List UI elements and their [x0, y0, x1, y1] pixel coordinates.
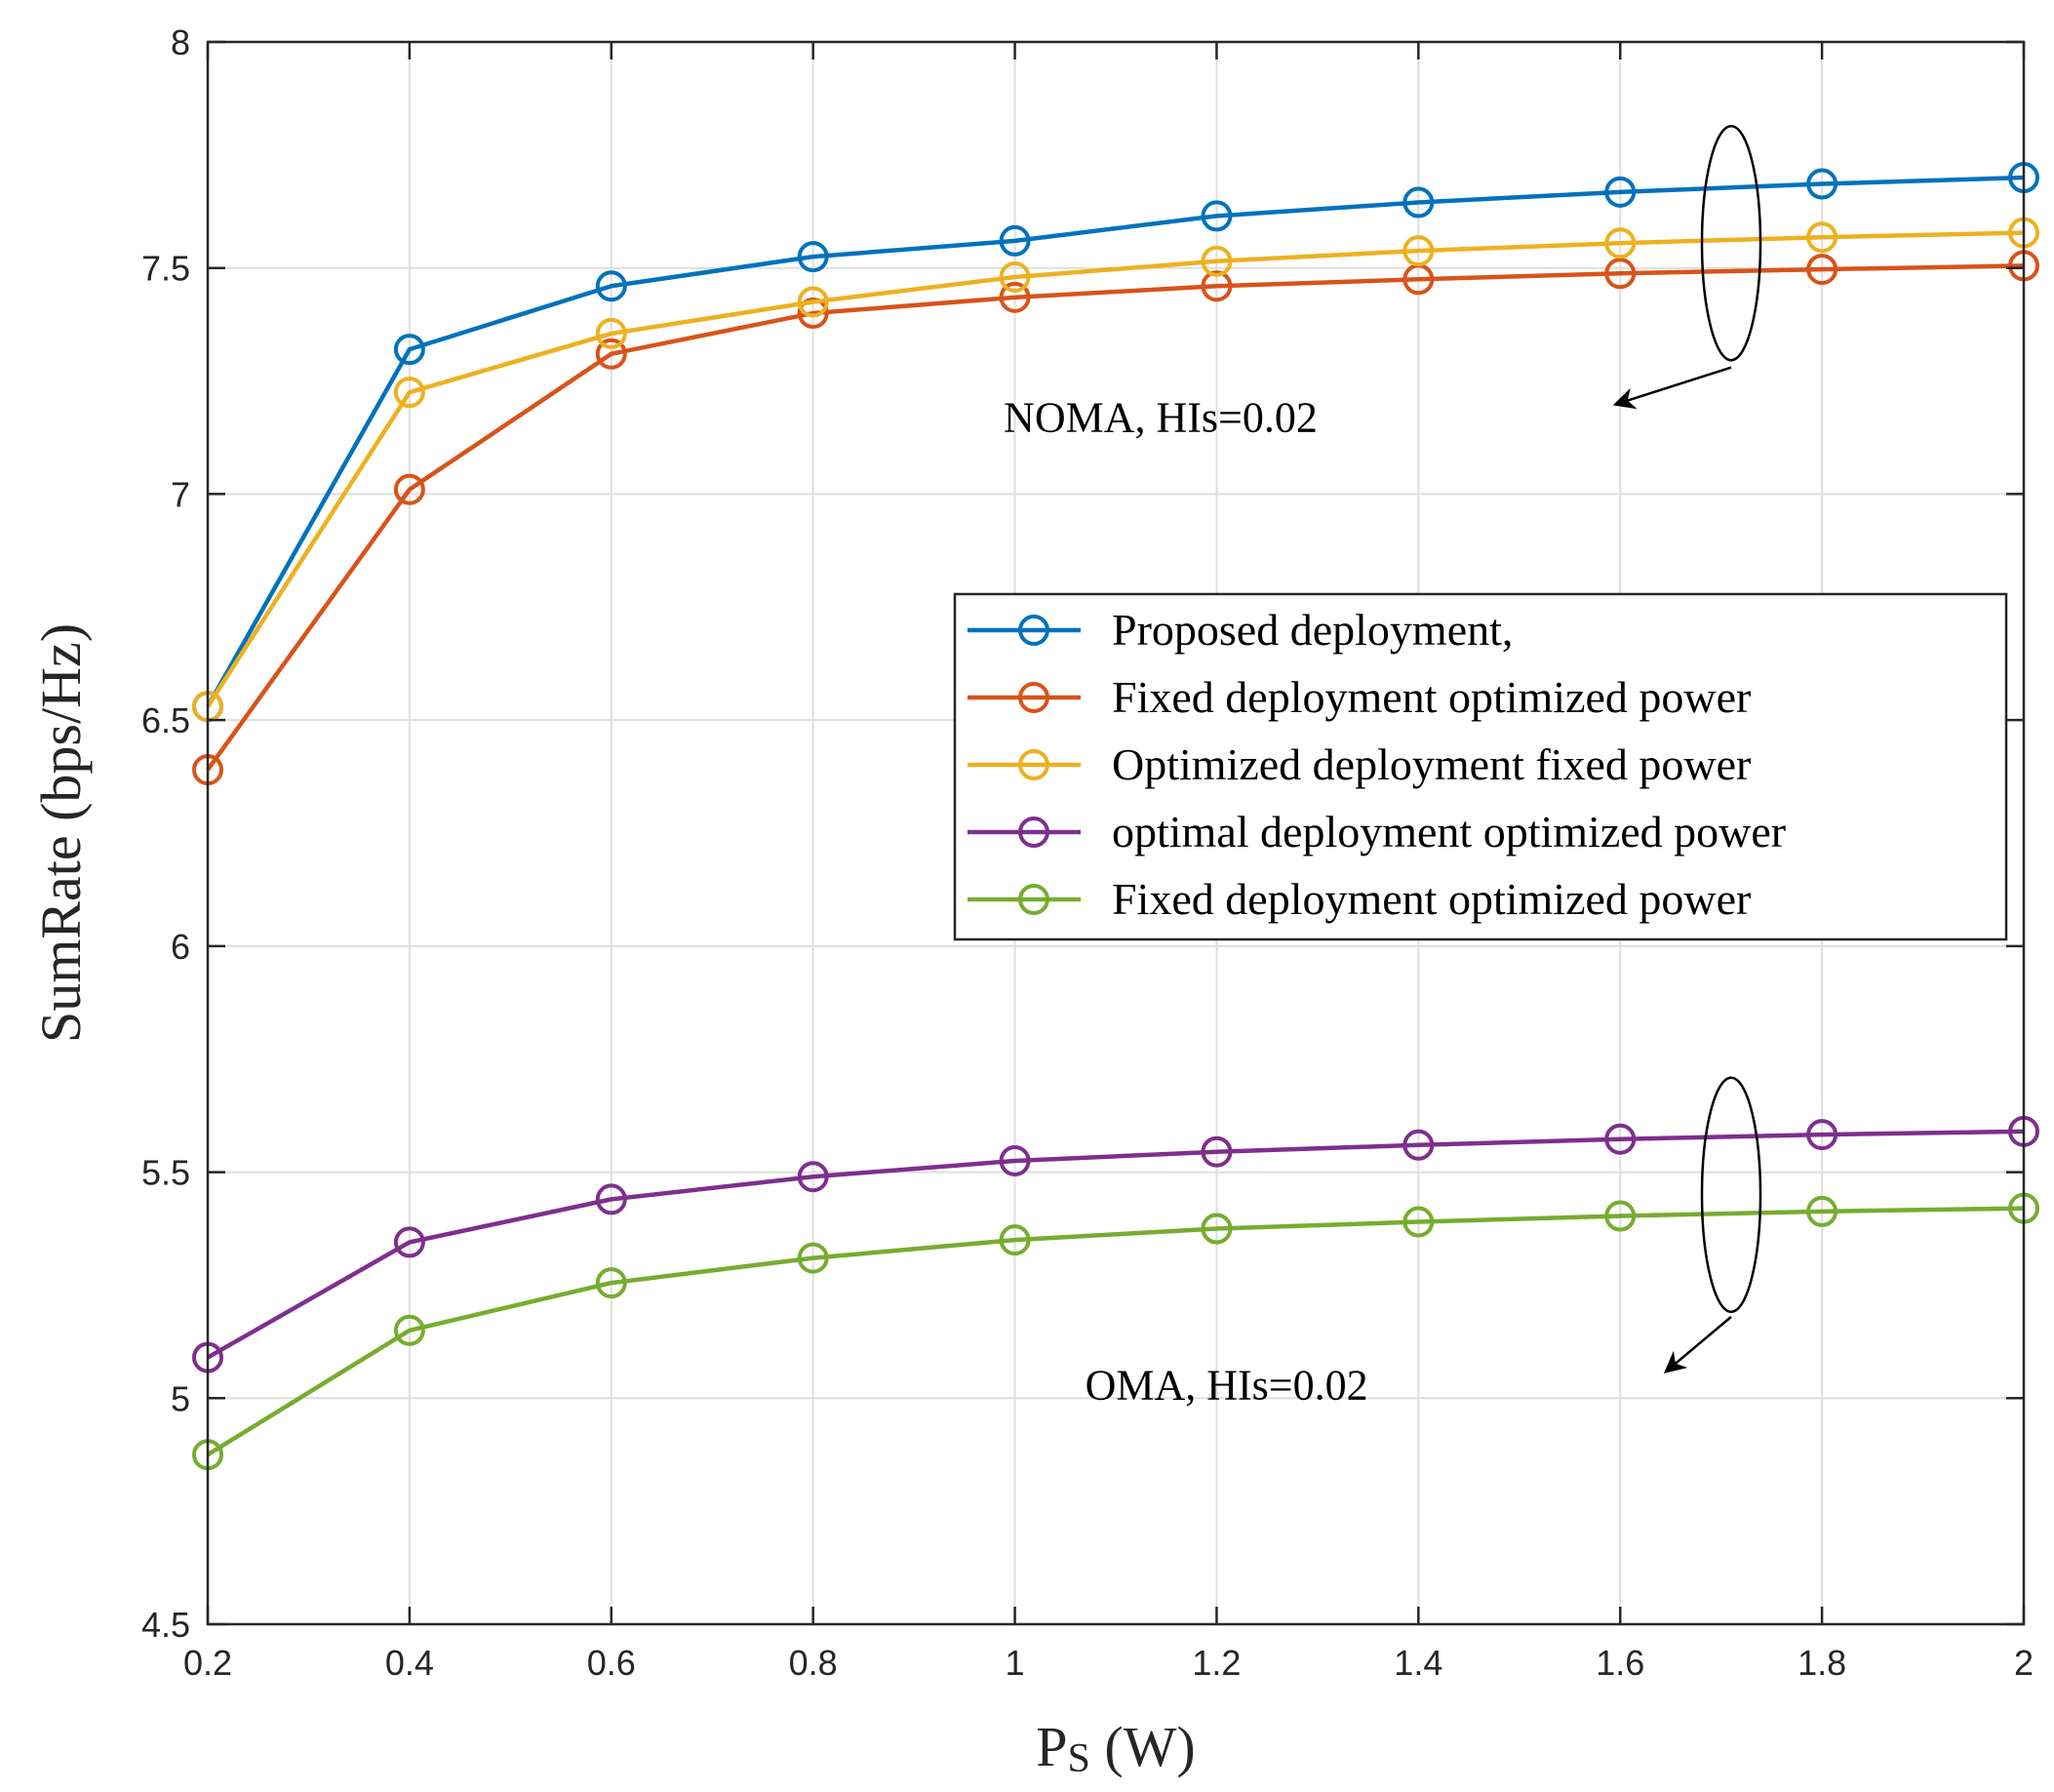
axes-box: [206, 40, 2026, 1626]
y-tick-label: 5: [171, 1378, 190, 1418]
legend-entry-1: Proposed deployment,: [968, 605, 1513, 655]
series-5-point: [1806, 1195, 1838, 1227]
annotation-label: NOMA, HIs=0.02: [1004, 394, 1318, 442]
legend-label: optimal deployment optimized power: [1112, 807, 1786, 856]
x-tick-label: 0.8: [789, 1643, 838, 1683]
series-3-line: [206, 230, 2025, 708]
series-2-point: [1604, 258, 1637, 290]
annotation-ellipse: [1700, 124, 1762, 362]
series-4-point: [393, 1226, 425, 1258]
series-5-point: [393, 1314, 425, 1346]
x-tick-label: 1.6: [1596, 1643, 1644, 1683]
legend-swatch-marker: [1018, 682, 1049, 713]
legend-label: Fixed deployment optimized power: [1112, 874, 1751, 924]
x-tick-label: 1.8: [1797, 1643, 1846, 1683]
series-5-line: [206, 1206, 2025, 1457]
series-4-point: [1806, 1119, 1838, 1151]
series-2-point: [1806, 254, 1838, 286]
y-tick-label: 7.5: [141, 249, 190, 289]
y-tick-label: 5.5: [141, 1153, 190, 1193]
series-1: [192, 162, 2039, 723]
legend-swatch-marker: [1018, 884, 1049, 915]
legend-box: [953, 592, 2008, 941]
series-3-point: [1604, 227, 1637, 259]
series-1-point: [1604, 176, 1637, 208]
annotation-arrow: [1663, 1315, 1732, 1374]
y-tick-label: 7: [171, 474, 190, 514]
series-1-point: [797, 241, 829, 273]
series-5-point: [1604, 1200, 1637, 1232]
legend-label: Proposed deployment,: [1112, 605, 1513, 655]
series-3-point: [1402, 235, 1435, 267]
annotation-arrow: [1612, 366, 1732, 410]
x-tick-label: 1.2: [1192, 1643, 1241, 1683]
series-1-point: [1402, 186, 1435, 219]
series-3-point: [595, 317, 627, 349]
series-4-point: [999, 1144, 1031, 1176]
series-2-point: [595, 338, 627, 370]
x-axis-label-sub: S: [1068, 1736, 1090, 1781]
legend-entry-4: optimal deployment optimized power: [968, 807, 1786, 856]
series-5-point: [999, 1224, 1031, 1256]
annotation-label: OMA, HIs=0.02: [1086, 1361, 1368, 1409]
series-1-point: [999, 224, 1031, 257]
x-tick-label: 0.6: [587, 1643, 636, 1683]
series-4-line: [206, 1129, 2025, 1360]
x-axis-label: PS (W): [1036, 1715, 1196, 1781]
series-1-line: [206, 175, 2025, 708]
series-layer: [192, 162, 2039, 1471]
x-tick-label: 1: [1006, 1643, 1025, 1683]
legend-entry-3: Optimized deployment fixed power: [968, 739, 1751, 789]
y-tick-label: 4.5: [141, 1605, 190, 1645]
series-4-point: [595, 1183, 627, 1215]
series-1-point: [595, 270, 627, 302]
series-3-point: [999, 260, 1031, 293]
series-1-point: [393, 334, 425, 366]
x-axis-ticks: 0.2 0.4 0.6 0.8 1 1.2 1.4 1.6 1.8 2: [183, 42, 2034, 1683]
legend-label: Fixed deployment optimized power: [1112, 672, 1751, 722]
x-tick-label: 1.4: [1394, 1643, 1442, 1683]
series-4-point: [1604, 1123, 1637, 1155]
legend-swatch-marker: [1018, 749, 1049, 780]
legend-entry-2: Fixed deployment optimized power: [968, 672, 1751, 722]
legend-swatch-marker: [1018, 615, 1049, 646]
x-axis-label-main: P: [1036, 1715, 1067, 1778]
series-4: [192, 1115, 2039, 1374]
series-2-point: [999, 281, 1031, 313]
series-4-point: [1201, 1135, 1233, 1168]
series-3-point: [393, 377, 425, 409]
y-tick-label: 6: [171, 927, 190, 967]
x-axis-label-unit: (W): [1090, 1715, 1196, 1778]
series-5-point: [595, 1267, 627, 1299]
series-1-point: [1806, 168, 1838, 200]
series-5-point: [1402, 1206, 1435, 1238]
annotations: NOMA, HIs=0.02 OMA, HIs=0.02: [1004, 124, 1762, 1409]
series-3-point: [1806, 221, 1838, 254]
series-1-point: [1201, 200, 1233, 232]
series-2-line: [206, 263, 2025, 772]
series-3-point: [1201, 245, 1233, 277]
y-tick-label: 6.5: [141, 700, 190, 740]
x-tick-label: 0.4: [385, 1643, 434, 1683]
series-4-point: [797, 1161, 829, 1193]
series-2-point: [797, 298, 829, 330]
legend-entry-5: Fixed deployment optimized power: [968, 874, 1751, 924]
annotation-ellipse: [1700, 1076, 1762, 1313]
series-2-point: [1201, 270, 1233, 302]
y-tick-label: 8: [171, 22, 190, 62]
y-axis-ticks: 4.5 5 5.5 6 6.5 7 7.5 8: [141, 22, 2024, 1645]
x-tick-label: 2: [2014, 1643, 2034, 1683]
x-tick-label: 0.2: [183, 1643, 232, 1683]
y-axis-label: SumRate (bps/Hz): [29, 623, 93, 1043]
series-3-point: [797, 286, 829, 318]
series-2-point: [393, 473, 425, 505]
legend-label: Optimized deployment fixed power: [1112, 739, 1751, 789]
series-5-point: [797, 1242, 829, 1274]
legend: Proposed deployment, Fixed deployment opt…: [953, 592, 2008, 941]
series-4-point: [1402, 1129, 1435, 1161]
legend-swatch-marker: [1018, 816, 1049, 848]
series-5-point: [1201, 1213, 1233, 1245]
